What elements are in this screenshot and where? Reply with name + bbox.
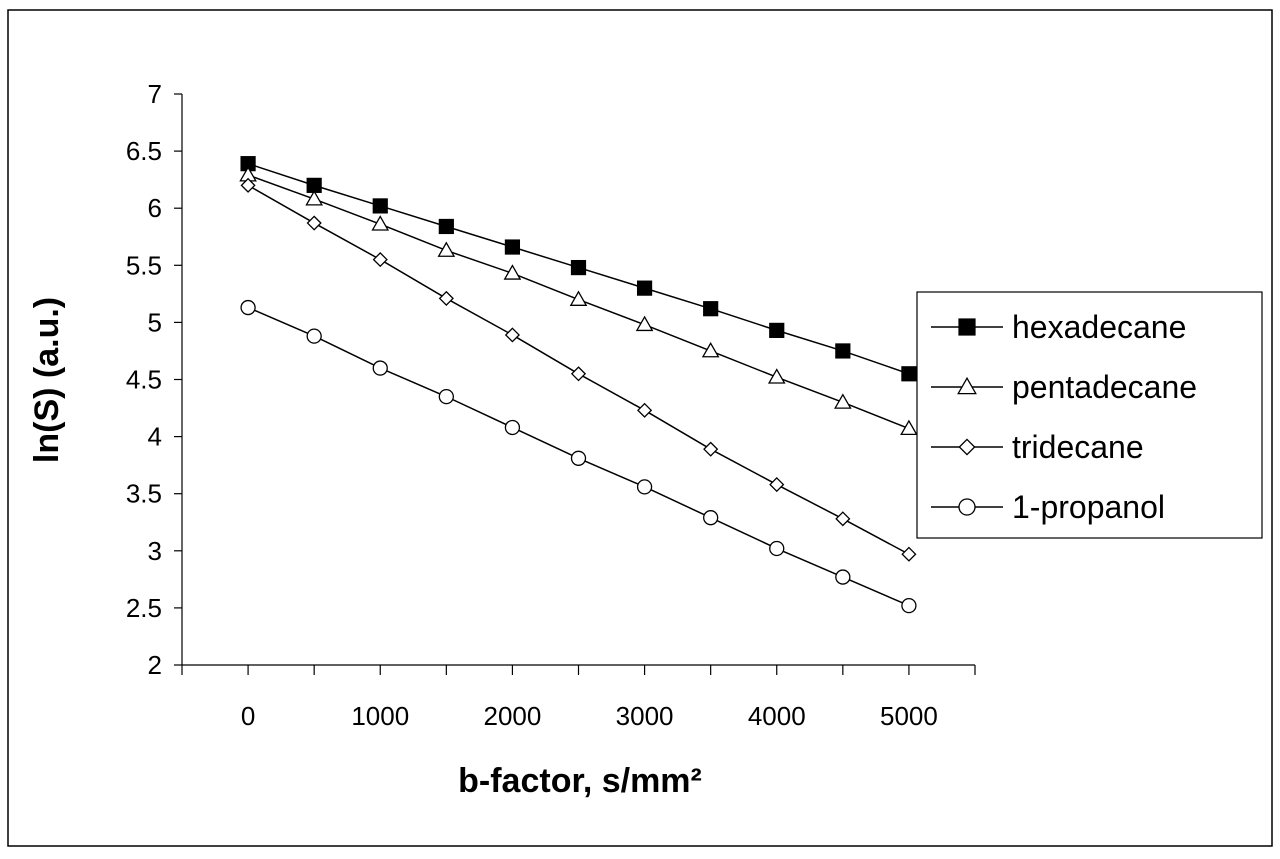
data-point	[438, 290, 454, 306]
data-point	[372, 252, 388, 268]
y-tick-label: 5	[148, 307, 162, 337]
data-point	[438, 218, 454, 235]
data-point	[371, 215, 390, 231]
y-tick-label: 2	[148, 650, 162, 680]
legend-label: 1-propanol	[1012, 489, 1165, 525]
data-point	[503, 264, 522, 280]
data-point	[703, 510, 719, 526]
legend-item: tridecane	[931, 429, 1144, 465]
data-point	[438, 388, 454, 405]
data-point	[504, 327, 520, 343]
x-tick-label: 4000	[748, 701, 806, 731]
legend-item: hexadecane	[931, 309, 1186, 345]
data-point	[570, 259, 587, 276]
data-point	[901, 597, 917, 614]
legend-item: pentadecane	[931, 369, 1197, 405]
data-point	[769, 322, 785, 338]
data-point	[834, 393, 852, 409]
legend-marker	[958, 498, 976, 516]
y-tick-label: 7	[148, 79, 162, 109]
legend-item: 1-propanol	[931, 489, 1165, 525]
series-tridecane	[240, 177, 917, 562]
legend-label: hexadecane	[1012, 309, 1186, 345]
y-tick-label: 5.5	[126, 250, 162, 280]
y-tick-label: 3.5	[126, 479, 162, 509]
data-point	[703, 301, 719, 317]
data-point	[305, 190, 323, 206]
legend-marker	[958, 438, 976, 456]
data-point	[901, 546, 917, 562]
data-point	[901, 366, 917, 382]
data-point	[636, 479, 653, 495]
data-point	[769, 540, 785, 557]
y-tick-label: 3	[148, 536, 162, 566]
y-tick-label: 4.5	[126, 365, 162, 395]
data-point	[635, 315, 654, 332]
x-tick-label: 1000	[351, 701, 409, 731]
data-point	[504, 239, 521, 255]
y-tick-label: 4	[148, 422, 162, 452]
data-point	[703, 441, 719, 457]
data-point	[767, 368, 786, 384]
data-point	[835, 569, 851, 585]
x-axis-title: b-factor, s/mm²	[458, 762, 702, 800]
data-point	[240, 299, 256, 316]
x-tick-label: 2000	[483, 701, 541, 731]
data-point	[306, 328, 322, 344]
data-point	[900, 419, 918, 436]
legend: hexadecane pentadecane tridecane 1-propanol	[916, 291, 1263, 539]
data-point	[637, 402, 653, 418]
y-tick-label: 2.5	[126, 593, 162, 623]
y-axis-title: ln(S) (a.u.)	[28, 297, 66, 463]
series-pentadecane	[239, 166, 918, 436]
x-tick-label: 0	[241, 701, 255, 731]
legend-label: pentadecane	[1012, 369, 1197, 405]
data-point	[570, 450, 587, 466]
data-point	[835, 343, 851, 359]
x-tick-label: 5000	[880, 701, 938, 731]
x-tick-label: 3000	[616, 701, 674, 731]
axes: 2 2.5 3 3.5 4 4.5 5 5.5 6 6.5 7 0 1000 2000 3000 4000 50…	[126, 79, 976, 731]
legend-label: tridecane	[1012, 429, 1144, 465]
data-point	[701, 341, 720, 358]
y-tick-label: 6	[148, 193, 162, 223]
data-point	[306, 215, 322, 231]
data-point	[372, 198, 388, 214]
data-point	[504, 419, 521, 436]
data-point	[835, 511, 851, 527]
series-group	[239, 156, 918, 614]
data-point	[769, 476, 785, 493]
data-point	[636, 280, 653, 296]
data-point	[570, 366, 587, 382]
data-point	[372, 360, 388, 376]
data-point	[569, 290, 588, 306]
data-point	[437, 241, 456, 257]
data-point	[240, 177, 256, 193]
y-tick-label: 6.5	[126, 136, 162, 166]
series-hexadecane	[240, 156, 917, 382]
legend-marker	[957, 376, 977, 395]
legend-marker	[958, 318, 976, 336]
series-1-propanol	[240, 299, 917, 614]
